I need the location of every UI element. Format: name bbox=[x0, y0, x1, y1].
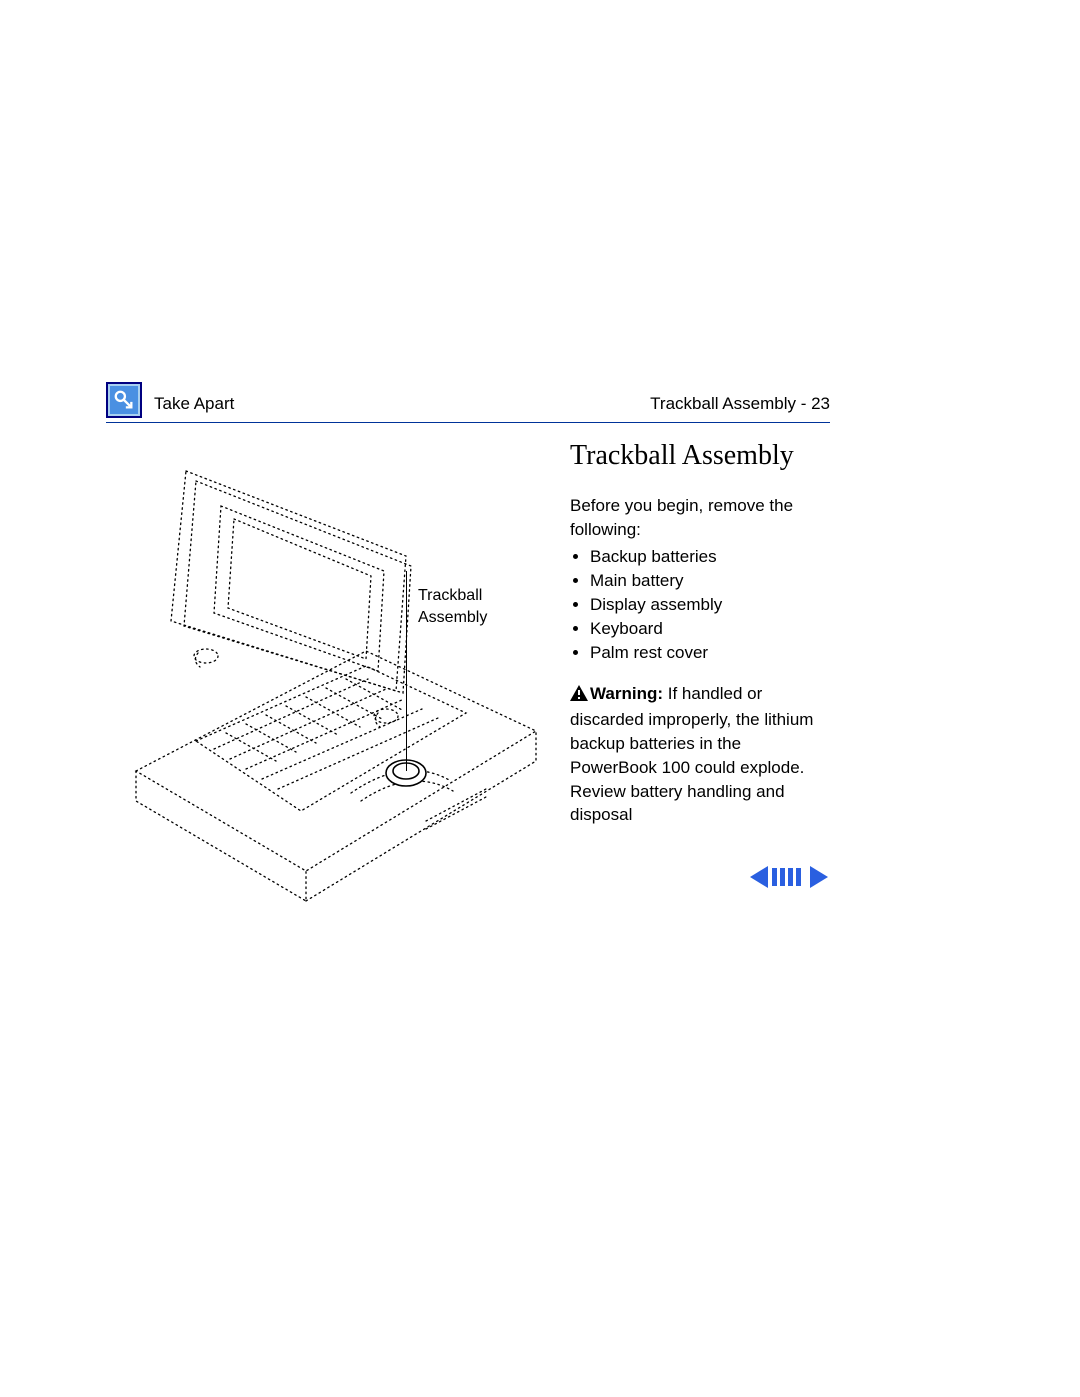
nav-bar-icon bbox=[772, 868, 777, 886]
page-nav bbox=[750, 864, 828, 895]
prev-page-arrow[interactable] bbox=[750, 866, 768, 888]
list-item: Main battery bbox=[590, 569, 830, 593]
callout-label: Trackball Assembly bbox=[418, 585, 487, 628]
list-item: Keyboard bbox=[590, 617, 830, 641]
intro-text: Before you begin, remove the following: bbox=[570, 494, 830, 542]
nav-bar-icon bbox=[788, 868, 793, 886]
nav-bar-icon bbox=[796, 868, 801, 886]
warning-label: Warning: bbox=[590, 684, 663, 703]
page-title: Trackball Assembly bbox=[570, 441, 830, 472]
manual-page: Take Apart Trackball Assembly - 23 bbox=[106, 384, 830, 844]
nav-bar-icon bbox=[780, 868, 785, 886]
warning-text: If handled or discarded improperly, the … bbox=[570, 684, 813, 824]
prereq-list: Backup batteries Main battery Display as… bbox=[570, 545, 830, 664]
callout-leader bbox=[406, 571, 407, 771]
header-rule bbox=[106, 422, 830, 423]
breadcrumb-section: Take Apart bbox=[154, 394, 234, 414]
text-column: Trackball Assembly Before you begin, rem… bbox=[570, 441, 830, 844]
laptop-diagram bbox=[106, 441, 546, 921]
section-icon bbox=[106, 382, 142, 418]
page-header: Take Apart Trackball Assembly - 23 bbox=[106, 384, 830, 418]
list-item: Palm rest cover bbox=[590, 641, 830, 665]
warning-icon bbox=[570, 684, 588, 708]
diagram-column: Trackball Assembly bbox=[106, 441, 546, 844]
content-row: Trackball Assembly Trackball Assembly Be… bbox=[106, 441, 830, 844]
next-page-arrow[interactable] bbox=[810, 866, 828, 888]
warning-block: Warning: If handled or discarded imprope… bbox=[570, 682, 830, 827]
page-ref: Trackball Assembly - 23 bbox=[650, 394, 830, 414]
list-item: Backup batteries bbox=[590, 545, 830, 569]
list-item: Display assembly bbox=[590, 593, 830, 617]
